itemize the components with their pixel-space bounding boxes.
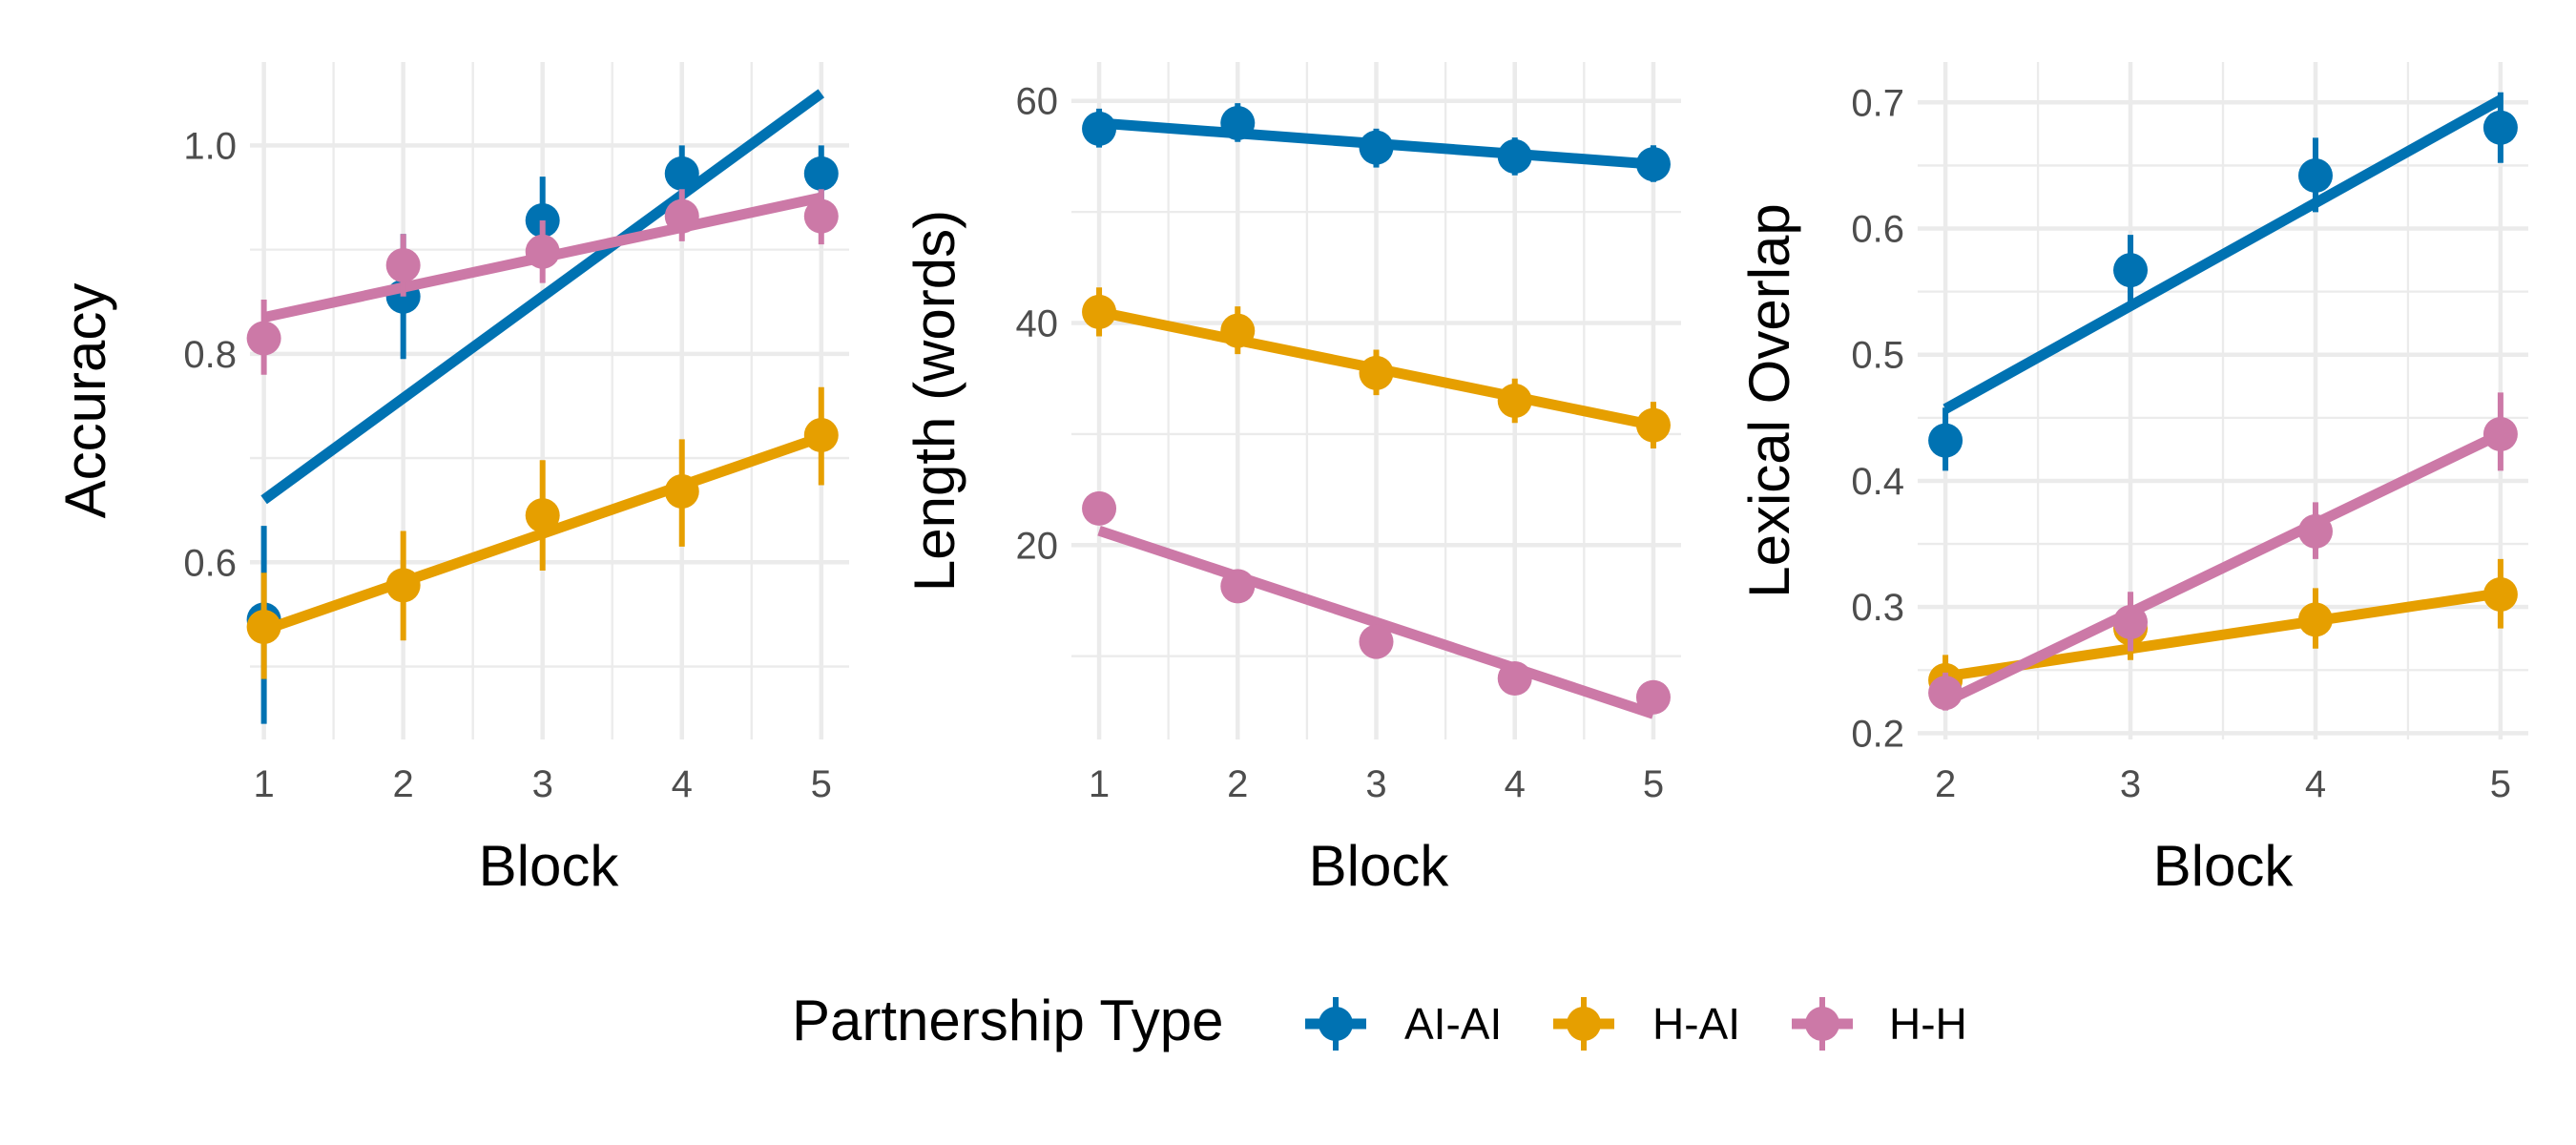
y-tick-label: 1.0 xyxy=(183,125,237,167)
data-point xyxy=(1359,355,1394,390)
data-point xyxy=(803,156,839,191)
data-point xyxy=(2113,253,2149,288)
x-tick-label: 3 xyxy=(2120,763,2141,805)
data-point xyxy=(1635,147,1671,182)
panel-2: 20 40 60 1 2 3 4 5 Block Length (words) xyxy=(903,62,1681,898)
data-point xyxy=(1928,676,1963,711)
fit-line xyxy=(1097,525,1655,719)
y-tick-label: 0.2 xyxy=(1851,713,1904,755)
chart-panels: 0.6 0.8 1.0 1 2 3 4 5 Block Accuracy 20 40 60 1 2 3 4 5 Bl… xyxy=(53,62,2528,898)
data-point xyxy=(1635,407,1671,443)
data-point xyxy=(1220,106,1256,141)
data-point xyxy=(2297,157,2333,193)
legend-item-h-ai: H-AI xyxy=(1553,997,1740,1051)
y-tick-label: 0.3 xyxy=(1851,587,1904,629)
data-point xyxy=(2297,602,2333,637)
data-point xyxy=(2297,513,2333,549)
y-tick-label: 20 xyxy=(1016,525,1059,567)
data-point xyxy=(664,198,699,234)
series-h-ai xyxy=(1082,287,1671,449)
fit-line xyxy=(260,89,825,505)
legend-label: H-H xyxy=(1889,999,1967,1049)
data-point xyxy=(1082,490,1117,526)
y-tick-label: 0.6 xyxy=(183,542,237,584)
data-point xyxy=(1082,111,1117,146)
y-tick-label: 0.6 xyxy=(1851,209,1904,251)
data-point xyxy=(1359,624,1394,659)
legend-key-point xyxy=(1567,1007,1601,1041)
x-tick-label: 5 xyxy=(1643,763,1664,805)
data-point xyxy=(1359,130,1394,165)
data-point xyxy=(803,198,839,234)
x-tick-label: 5 xyxy=(2490,763,2511,805)
series-h-h xyxy=(1928,392,2518,711)
series-h-h xyxy=(246,189,839,375)
legend-item-h-h: H-H xyxy=(1792,997,1967,1051)
data-point xyxy=(2483,417,2518,452)
y-tick-label: 0.4 xyxy=(1851,461,1904,503)
x-tick-label: 1 xyxy=(1089,763,1110,805)
x-tick-label: 1 xyxy=(253,763,274,805)
x-tick-label: 3 xyxy=(532,763,553,805)
legend: Partnership Type AI-AI H-AI H-H xyxy=(792,989,1967,1052)
data-point xyxy=(1928,423,1963,458)
legend-items: AI-AI H-AI H-H xyxy=(1305,997,1967,1051)
series-ai-ai xyxy=(1082,103,1671,182)
data-point xyxy=(1497,660,1532,696)
data-point xyxy=(1220,313,1256,348)
y-axis-title: Lexical Overlap xyxy=(1737,203,1801,598)
series-h-h xyxy=(1082,490,1671,719)
y-tick-label: 0.7 xyxy=(1851,82,1904,124)
data-point xyxy=(1497,384,1532,418)
series-h-ai xyxy=(246,386,839,679)
data-point xyxy=(664,156,699,191)
x-axis-title: Block xyxy=(479,834,620,898)
legend-key-point xyxy=(1319,1007,1353,1041)
y-tick-label: 0.5 xyxy=(1851,335,1904,377)
x-tick-label: 4 xyxy=(672,763,693,805)
data-point xyxy=(2113,605,2149,640)
data-point xyxy=(385,568,421,603)
data-point xyxy=(664,474,699,510)
data-point xyxy=(1082,294,1117,329)
data-point xyxy=(246,321,281,356)
x-tick-label: 2 xyxy=(393,763,414,805)
x-tick-label: 5 xyxy=(811,763,832,805)
data-point xyxy=(2483,110,2518,145)
data-point xyxy=(525,498,560,533)
y-tick-label: 60 xyxy=(1016,81,1059,123)
data-point xyxy=(385,248,421,282)
legend-key-point xyxy=(1805,1007,1839,1041)
fit-line xyxy=(1942,94,2503,414)
x-axis-title: Block xyxy=(2153,834,2295,898)
data-point xyxy=(525,234,560,269)
x-tick-label: 4 xyxy=(1505,763,1526,805)
data-point xyxy=(1497,138,1532,174)
data-point xyxy=(803,418,839,453)
x-tick-label: 3 xyxy=(1365,763,1386,805)
data-point xyxy=(1635,679,1671,715)
y-axis-title: Accuracy xyxy=(53,283,117,519)
legend-label: H-AI xyxy=(1652,999,1740,1049)
fit-line xyxy=(1942,429,2503,707)
x-axis-title: Block xyxy=(1309,834,1450,898)
legend-title: Partnership Type xyxy=(792,989,1224,1052)
series-ai-ai xyxy=(1928,92,2518,471)
y-tick-label: 0.8 xyxy=(183,334,237,376)
x-tick-label: 4 xyxy=(2305,763,2326,805)
y-axis-title: Length (words) xyxy=(903,210,966,592)
data-point xyxy=(2483,576,2518,612)
data-point xyxy=(1220,569,1256,604)
x-tick-label: 2 xyxy=(1227,763,1248,805)
y-tick-label: 40 xyxy=(1016,303,1059,345)
legend-label: AI-AI xyxy=(1404,999,1502,1049)
x-tick-label: 2 xyxy=(1935,763,1956,805)
data-point xyxy=(246,610,281,645)
legend-item-ai-ai: AI-AI xyxy=(1305,997,1502,1051)
panel-3: 0.2 0.3 0.4 0.5 0.6 0.7 2 3 4 5 Block Lexical Overl… xyxy=(1737,62,2528,898)
panel-1: 0.6 0.8 1.0 1 2 3 4 5 Block Accuracy xyxy=(53,62,849,898)
